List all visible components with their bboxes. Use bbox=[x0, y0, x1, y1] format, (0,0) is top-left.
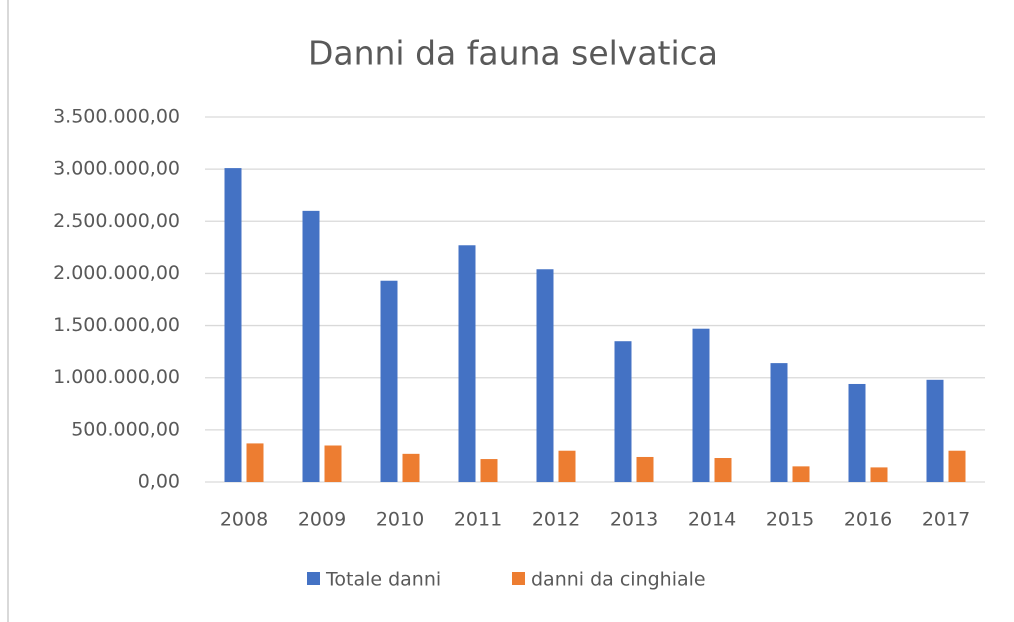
bar bbox=[848, 383, 866, 482]
x-tick-label: 2015 bbox=[766, 509, 814, 531]
x-tick-label: 2012 bbox=[532, 509, 580, 531]
bar bbox=[926, 379, 944, 482]
bar bbox=[224, 168, 242, 482]
x-tick-label: 2010 bbox=[376, 509, 424, 531]
y-tick-label: 0,00 bbox=[138, 471, 180, 493]
bar bbox=[246, 443, 264, 482]
y-tick-label: 1.500.000,00 bbox=[53, 314, 180, 336]
x-tick-label: 2008 bbox=[220, 509, 268, 531]
x-tick-label: 2009 bbox=[298, 509, 346, 531]
bar bbox=[770, 363, 788, 482]
bar bbox=[380, 280, 398, 482]
bar bbox=[948, 450, 966, 482]
legend-swatch bbox=[512, 572, 525, 585]
legend-label: Totale danni bbox=[325, 569, 441, 591]
bar bbox=[636, 456, 654, 482]
y-tick-label: 1.000.000,00 bbox=[53, 366, 180, 388]
x-tick-label: 2011 bbox=[454, 509, 502, 531]
legend-label: danni da cinghiale bbox=[531, 569, 706, 591]
y-tick-label: 3.500.000,00 bbox=[53, 106, 180, 128]
bar bbox=[302, 210, 320, 482]
bar bbox=[402, 453, 420, 482]
y-tick-label: 500.000,00 bbox=[71, 418, 180, 440]
y-tick-label: 2.000.000,00 bbox=[53, 262, 180, 284]
bar bbox=[324, 445, 342, 482]
x-tick-label: 2014 bbox=[688, 509, 736, 531]
x-tick-label: 2017 bbox=[922, 509, 970, 531]
x-tick-label: 2013 bbox=[610, 509, 658, 531]
legend-swatch bbox=[307, 572, 320, 585]
bar bbox=[692, 328, 710, 482]
bar bbox=[714, 458, 732, 482]
bar bbox=[614, 341, 632, 482]
chart-title: Danni da fauna selvatica bbox=[308, 34, 718, 73]
bar bbox=[458, 245, 476, 482]
y-tick-label: 3.000.000,00 bbox=[53, 158, 180, 180]
x-tick-label: 2016 bbox=[844, 509, 892, 531]
bar bbox=[536, 269, 554, 482]
bar bbox=[870, 467, 888, 482]
bar bbox=[792, 466, 810, 482]
bar bbox=[480, 459, 498, 482]
y-tick-label: 2.500.000,00 bbox=[53, 210, 180, 232]
bar bbox=[558, 450, 576, 482]
